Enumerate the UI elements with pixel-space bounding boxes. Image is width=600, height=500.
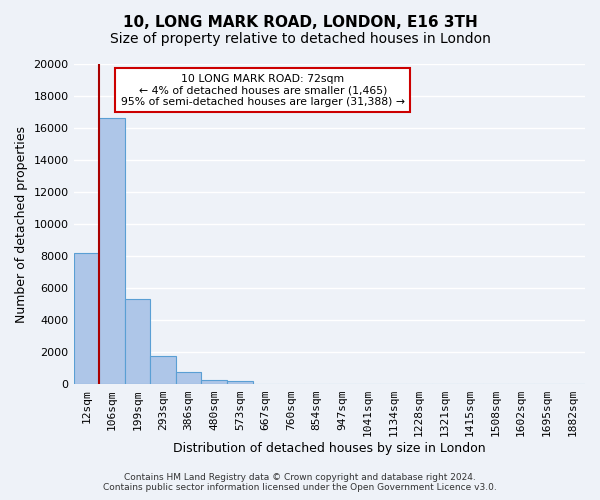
Bar <box>99 118 125 384</box>
Bar <box>202 380 227 384</box>
Bar <box>176 372 202 384</box>
Bar <box>125 300 150 384</box>
Text: Contains HM Land Registry data © Crown copyright and database right 2024.
Contai: Contains HM Land Registry data © Crown c… <box>103 473 497 492</box>
Bar <box>74 253 99 384</box>
Text: 10 LONG MARK ROAD: 72sqm
← 4% of detached houses are smaller (1,465)
95% of semi: 10 LONG MARK ROAD: 72sqm ← 4% of detache… <box>121 74 405 107</box>
Text: 10, LONG MARK ROAD, LONDON, E16 3TH: 10, LONG MARK ROAD, LONDON, E16 3TH <box>122 15 478 30</box>
Text: Size of property relative to detached houses in London: Size of property relative to detached ho… <box>110 32 490 46</box>
Bar <box>150 356 176 384</box>
X-axis label: Distribution of detached houses by size in London: Distribution of detached houses by size … <box>173 442 485 455</box>
Bar <box>227 381 253 384</box>
Y-axis label: Number of detached properties: Number of detached properties <box>15 126 28 322</box>
